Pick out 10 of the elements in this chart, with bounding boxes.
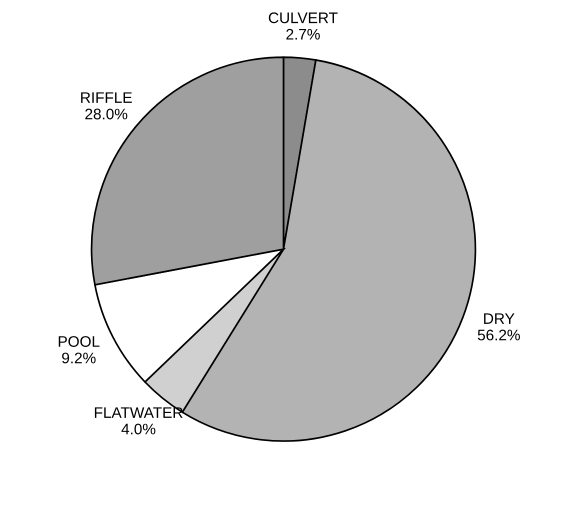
slice-label: FLATWATER xyxy=(94,407,183,418)
slice-label: CULVERT xyxy=(268,12,338,24)
data-label: 2.7% xyxy=(286,28,320,40)
slice-label: POOL xyxy=(58,336,100,347)
slice-label: RIFFLE xyxy=(81,92,132,103)
data-label: 4.0% xyxy=(121,424,156,434)
data-label: 9.2% xyxy=(62,352,96,364)
data-label: 28.0% xyxy=(85,108,128,120)
data-label: 56.2% xyxy=(478,330,520,340)
slice-label: DRY xyxy=(484,313,514,324)
